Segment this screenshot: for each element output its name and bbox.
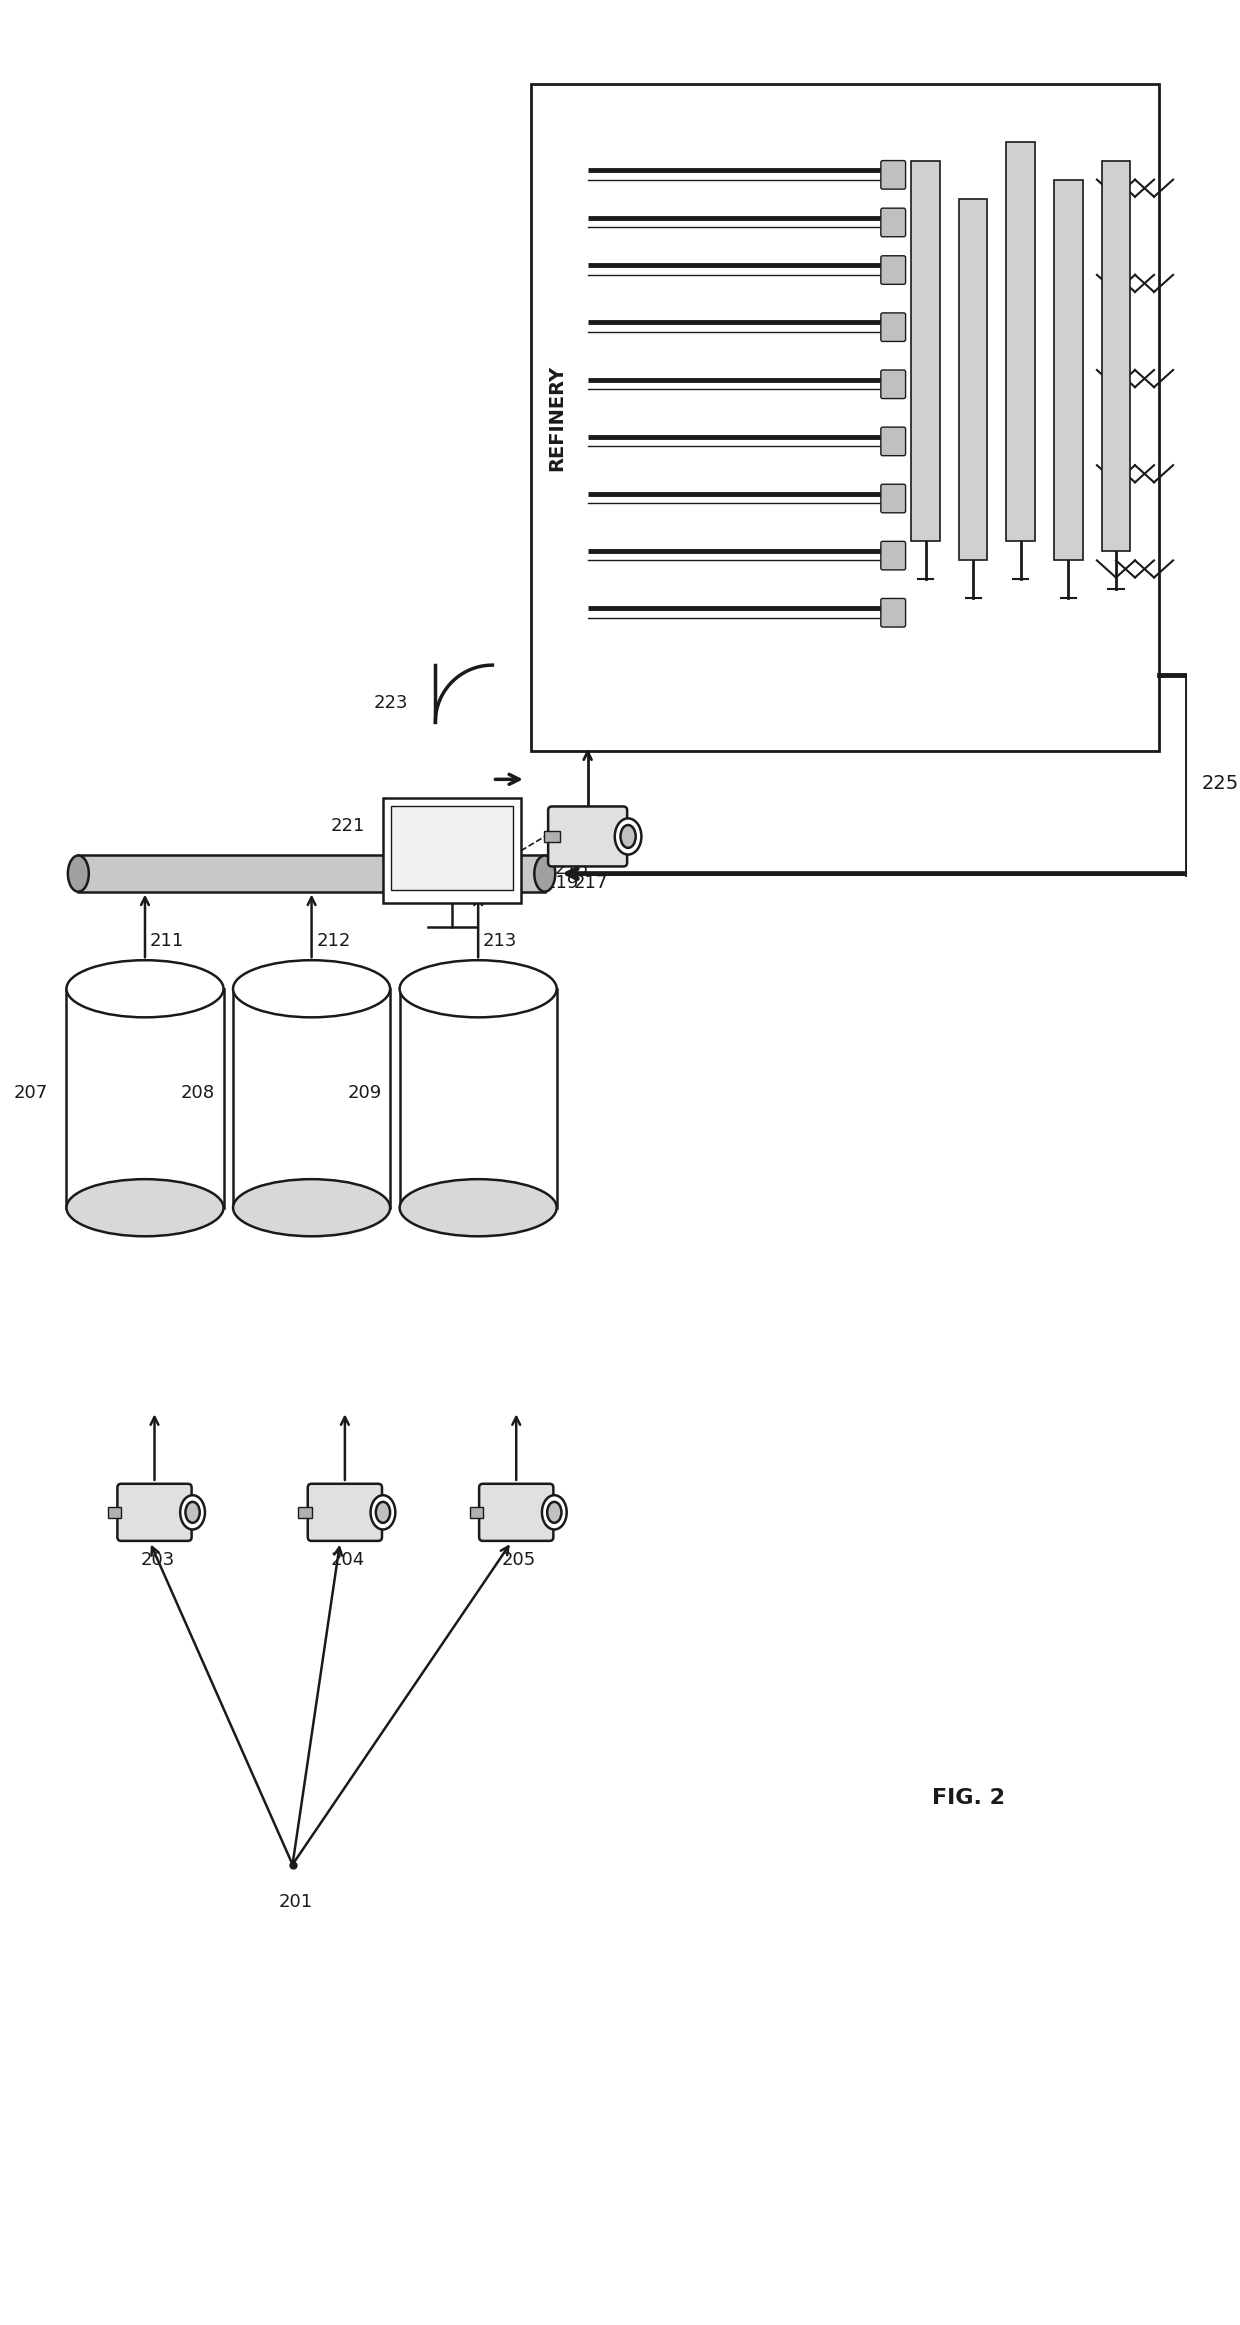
Ellipse shape	[399, 1179, 557, 1237]
Ellipse shape	[547, 1502, 562, 1523]
Ellipse shape	[371, 1495, 396, 1530]
Text: FIG. 2: FIG. 2	[932, 1788, 1004, 1809]
Text: 215: 215	[554, 860, 589, 879]
Text: 209: 209	[347, 1083, 382, 1102]
Ellipse shape	[68, 856, 89, 893]
Ellipse shape	[186, 1502, 200, 1523]
FancyBboxPatch shape	[479, 1483, 553, 1541]
Text: 204: 204	[331, 1551, 365, 1569]
Text: 212: 212	[316, 932, 351, 949]
Text: 211: 211	[150, 932, 184, 949]
FancyBboxPatch shape	[880, 370, 905, 398]
Bar	[383, 797, 521, 902]
Bar	[299, 1507, 311, 1518]
Ellipse shape	[233, 960, 391, 1018]
Text: 207: 207	[14, 1083, 48, 1102]
FancyBboxPatch shape	[308, 1483, 382, 1541]
FancyBboxPatch shape	[880, 428, 905, 456]
Bar	[1054, 179, 1083, 560]
Bar	[399, 988, 557, 1207]
Bar	[959, 198, 987, 560]
Bar	[233, 988, 391, 1207]
Bar	[78, 856, 544, 893]
FancyBboxPatch shape	[880, 542, 905, 570]
Text: 213: 213	[482, 932, 517, 949]
Text: 201: 201	[278, 1893, 312, 1911]
Ellipse shape	[534, 856, 556, 893]
Ellipse shape	[233, 1179, 391, 1237]
Bar	[391, 807, 513, 890]
FancyBboxPatch shape	[118, 1483, 192, 1541]
Text: 219: 219	[544, 874, 579, 893]
Bar	[911, 160, 940, 542]
FancyBboxPatch shape	[548, 807, 627, 867]
Ellipse shape	[376, 1502, 391, 1523]
Ellipse shape	[67, 1179, 223, 1237]
Ellipse shape	[615, 818, 641, 856]
Ellipse shape	[620, 825, 636, 849]
FancyBboxPatch shape	[880, 256, 905, 284]
Bar	[1101, 160, 1130, 551]
Bar	[1007, 142, 1035, 542]
Ellipse shape	[399, 960, 557, 1018]
Text: 223: 223	[373, 693, 408, 711]
FancyBboxPatch shape	[880, 160, 905, 188]
Bar	[544, 830, 559, 842]
FancyBboxPatch shape	[880, 484, 905, 514]
Bar	[67, 988, 223, 1207]
Ellipse shape	[67, 960, 223, 1018]
Text: 225: 225	[1202, 774, 1239, 793]
Text: 221: 221	[331, 818, 365, 835]
Bar	[470, 1507, 482, 1518]
Ellipse shape	[180, 1495, 205, 1530]
Bar	[108, 1507, 122, 1518]
Text: 208: 208	[181, 1083, 215, 1102]
FancyBboxPatch shape	[880, 598, 905, 628]
Text: 217: 217	[573, 874, 608, 893]
Text: 205: 205	[502, 1551, 536, 1569]
Bar	[531, 84, 1159, 751]
Ellipse shape	[542, 1495, 567, 1530]
FancyBboxPatch shape	[880, 314, 905, 342]
Text: 203: 203	[140, 1551, 175, 1569]
FancyBboxPatch shape	[880, 209, 905, 237]
Text: REFINERY: REFINERY	[548, 365, 567, 470]
